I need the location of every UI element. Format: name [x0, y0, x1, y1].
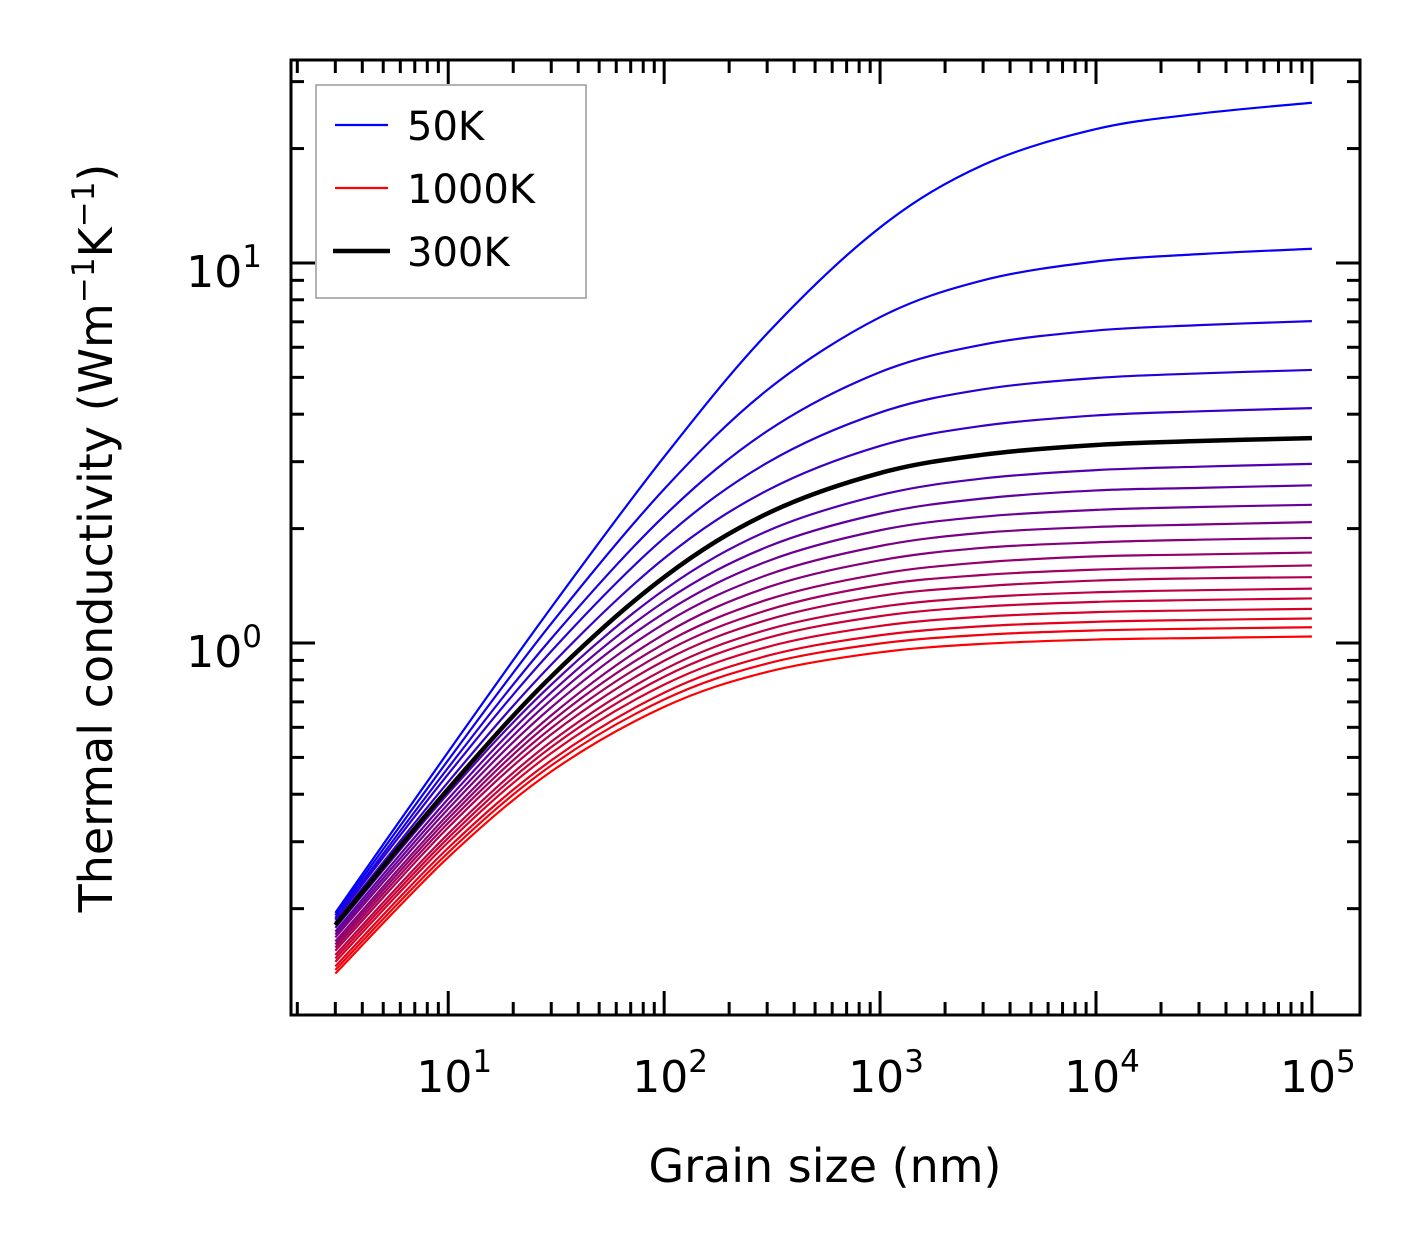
series-line-700k [334, 576, 1312, 952]
series-line-850k [334, 607, 1312, 963]
series-line-1000k [334, 635, 1312, 975]
series-line-500k [334, 521, 1312, 939]
ticks-layer [291, 60, 1360, 1015]
series-line-900k [334, 617, 1312, 968]
series-line-400k [334, 484, 1312, 933]
series-line-950k [334, 626, 1312, 971]
y-axis-label-mid: K [69, 225, 123, 257]
series-line-300k-highlight [333, 435, 1312, 927]
x-tick-label: 102 [632, 1044, 708, 1103]
series-line-650k [334, 564, 1312, 949]
tick-labels: 101 102 103 104 105 100 101 [186, 239, 1356, 1103]
plot-frame [289, 58, 1362, 1017]
x-tick-label: 101 [416, 1044, 492, 1103]
y-tick-label: 100 [186, 619, 262, 678]
legend-label-300k: 300K [407, 230, 511, 276]
legend-label-1000k: 1000K [407, 167, 537, 213]
y-axis-label-end: ) [69, 164, 123, 182]
series-layer [333, 101, 1313, 975]
series-line-350k [334, 462, 1312, 929]
x-tick-label: 104 [1064, 1044, 1140, 1103]
series-line-200k [334, 368, 1312, 921]
legend-label-50k: 50K [407, 104, 486, 150]
series-line-750k [334, 587, 1312, 956]
series-line-600k [334, 551, 1312, 946]
series-line-550k [334, 536, 1312, 943]
series-line-800k [334, 597, 1312, 960]
y-axis-label-base: Thermal conductivity (Wm [69, 303, 123, 913]
legend-entry-50k: 50K [335, 104, 486, 150]
legend-frame [315, 84, 587, 299]
legend-entry-300k: 300K [333, 230, 511, 276]
series-line-450k [334, 503, 1312, 936]
legend: 50K 1000K 300K [315, 84, 587, 299]
legend-entry-1000k: 1000K [335, 167, 537, 213]
y-axis-label: Thermal conductivity (Wm−1K−1) [66, 164, 123, 914]
series-line-100k [334, 247, 1312, 917]
y-axis-label-sup2: −1 [66, 182, 102, 228]
series-line-250k [334, 407, 1312, 924]
series-line-150k [334, 320, 1312, 919]
series-line-50k [334, 101, 1313, 914]
x-tick-label: 105 [1280, 1044, 1356, 1103]
y-axis-label-sup1: −1 [66, 257, 102, 303]
x-tick-label: 103 [848, 1044, 924, 1103]
y-tick-label: 101 [186, 239, 262, 298]
x-axis-label: Grain size (nm) [649, 1139, 1002, 1193]
